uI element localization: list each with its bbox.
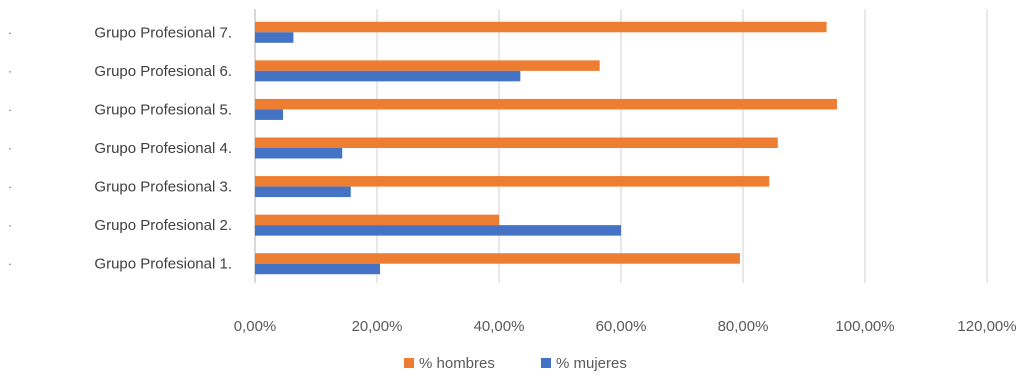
- x-tick-label: 100,00%: [835, 318, 894, 335]
- legend-swatch-mujeres: [541, 358, 551, 368]
- bar-hombres: [255, 137, 778, 148]
- x-tick-label: 40,00%: [474, 318, 525, 335]
- category-bullet: ·: [8, 141, 12, 155]
- category-bullet: ·: [8, 64, 12, 78]
- bar-hombres: [255, 98, 837, 110]
- x-tick-label: 60,00%: [596, 318, 647, 335]
- category-bullet: ·: [8, 25, 12, 39]
- legend-label-mujeres: % mujeres: [556, 355, 627, 372]
- x-tick-label: 0,00%: [234, 318, 277, 335]
- category-label: Grupo Profesional 4.: [94, 140, 232, 157]
- bar-mujeres: [255, 32, 294, 43]
- bar-mujeres: [255, 70, 521, 82]
- category-label: Grupo Profesional 3.: [94, 179, 232, 196]
- x-tick-label: 120,00%: [957, 318, 1016, 335]
- bar-mujeres: [255, 109, 284, 120]
- bar-hombres: [255, 60, 600, 71]
- bar-hombres: [255, 214, 499, 226]
- legend-label-hombres: % hombres: [419, 355, 495, 372]
- bar-hombres: [255, 21, 827, 33]
- bar-hombres: [255, 253, 740, 264]
- category-bullet: ·: [8, 180, 12, 194]
- x-tick-label: 20,00%: [352, 318, 403, 335]
- bar-mujeres: [255, 186, 351, 198]
- category-label: Grupo Profesional 2.: [94, 217, 232, 234]
- category-label: Grupo Profesional 1.: [94, 256, 232, 273]
- category-bullet: ·: [8, 257, 12, 271]
- category-bullet: ·: [8, 102, 12, 116]
- bar-hombres: [255, 176, 770, 187]
- bar-mujeres: [255, 263, 381, 275]
- category-bullet: ·: [8, 218, 12, 232]
- bar-mujeres: [255, 148, 343, 159]
- bar-mujeres: [255, 225, 621, 236]
- category-label: Grupo Profesional 6.: [94, 63, 232, 80]
- x-tick-label: 80,00%: [718, 318, 769, 335]
- legend-swatch-hombres: [404, 358, 414, 368]
- category-label: Grupo Profesional 7.: [94, 24, 232, 41]
- category-label: Grupo Profesional 5.: [94, 101, 232, 118]
